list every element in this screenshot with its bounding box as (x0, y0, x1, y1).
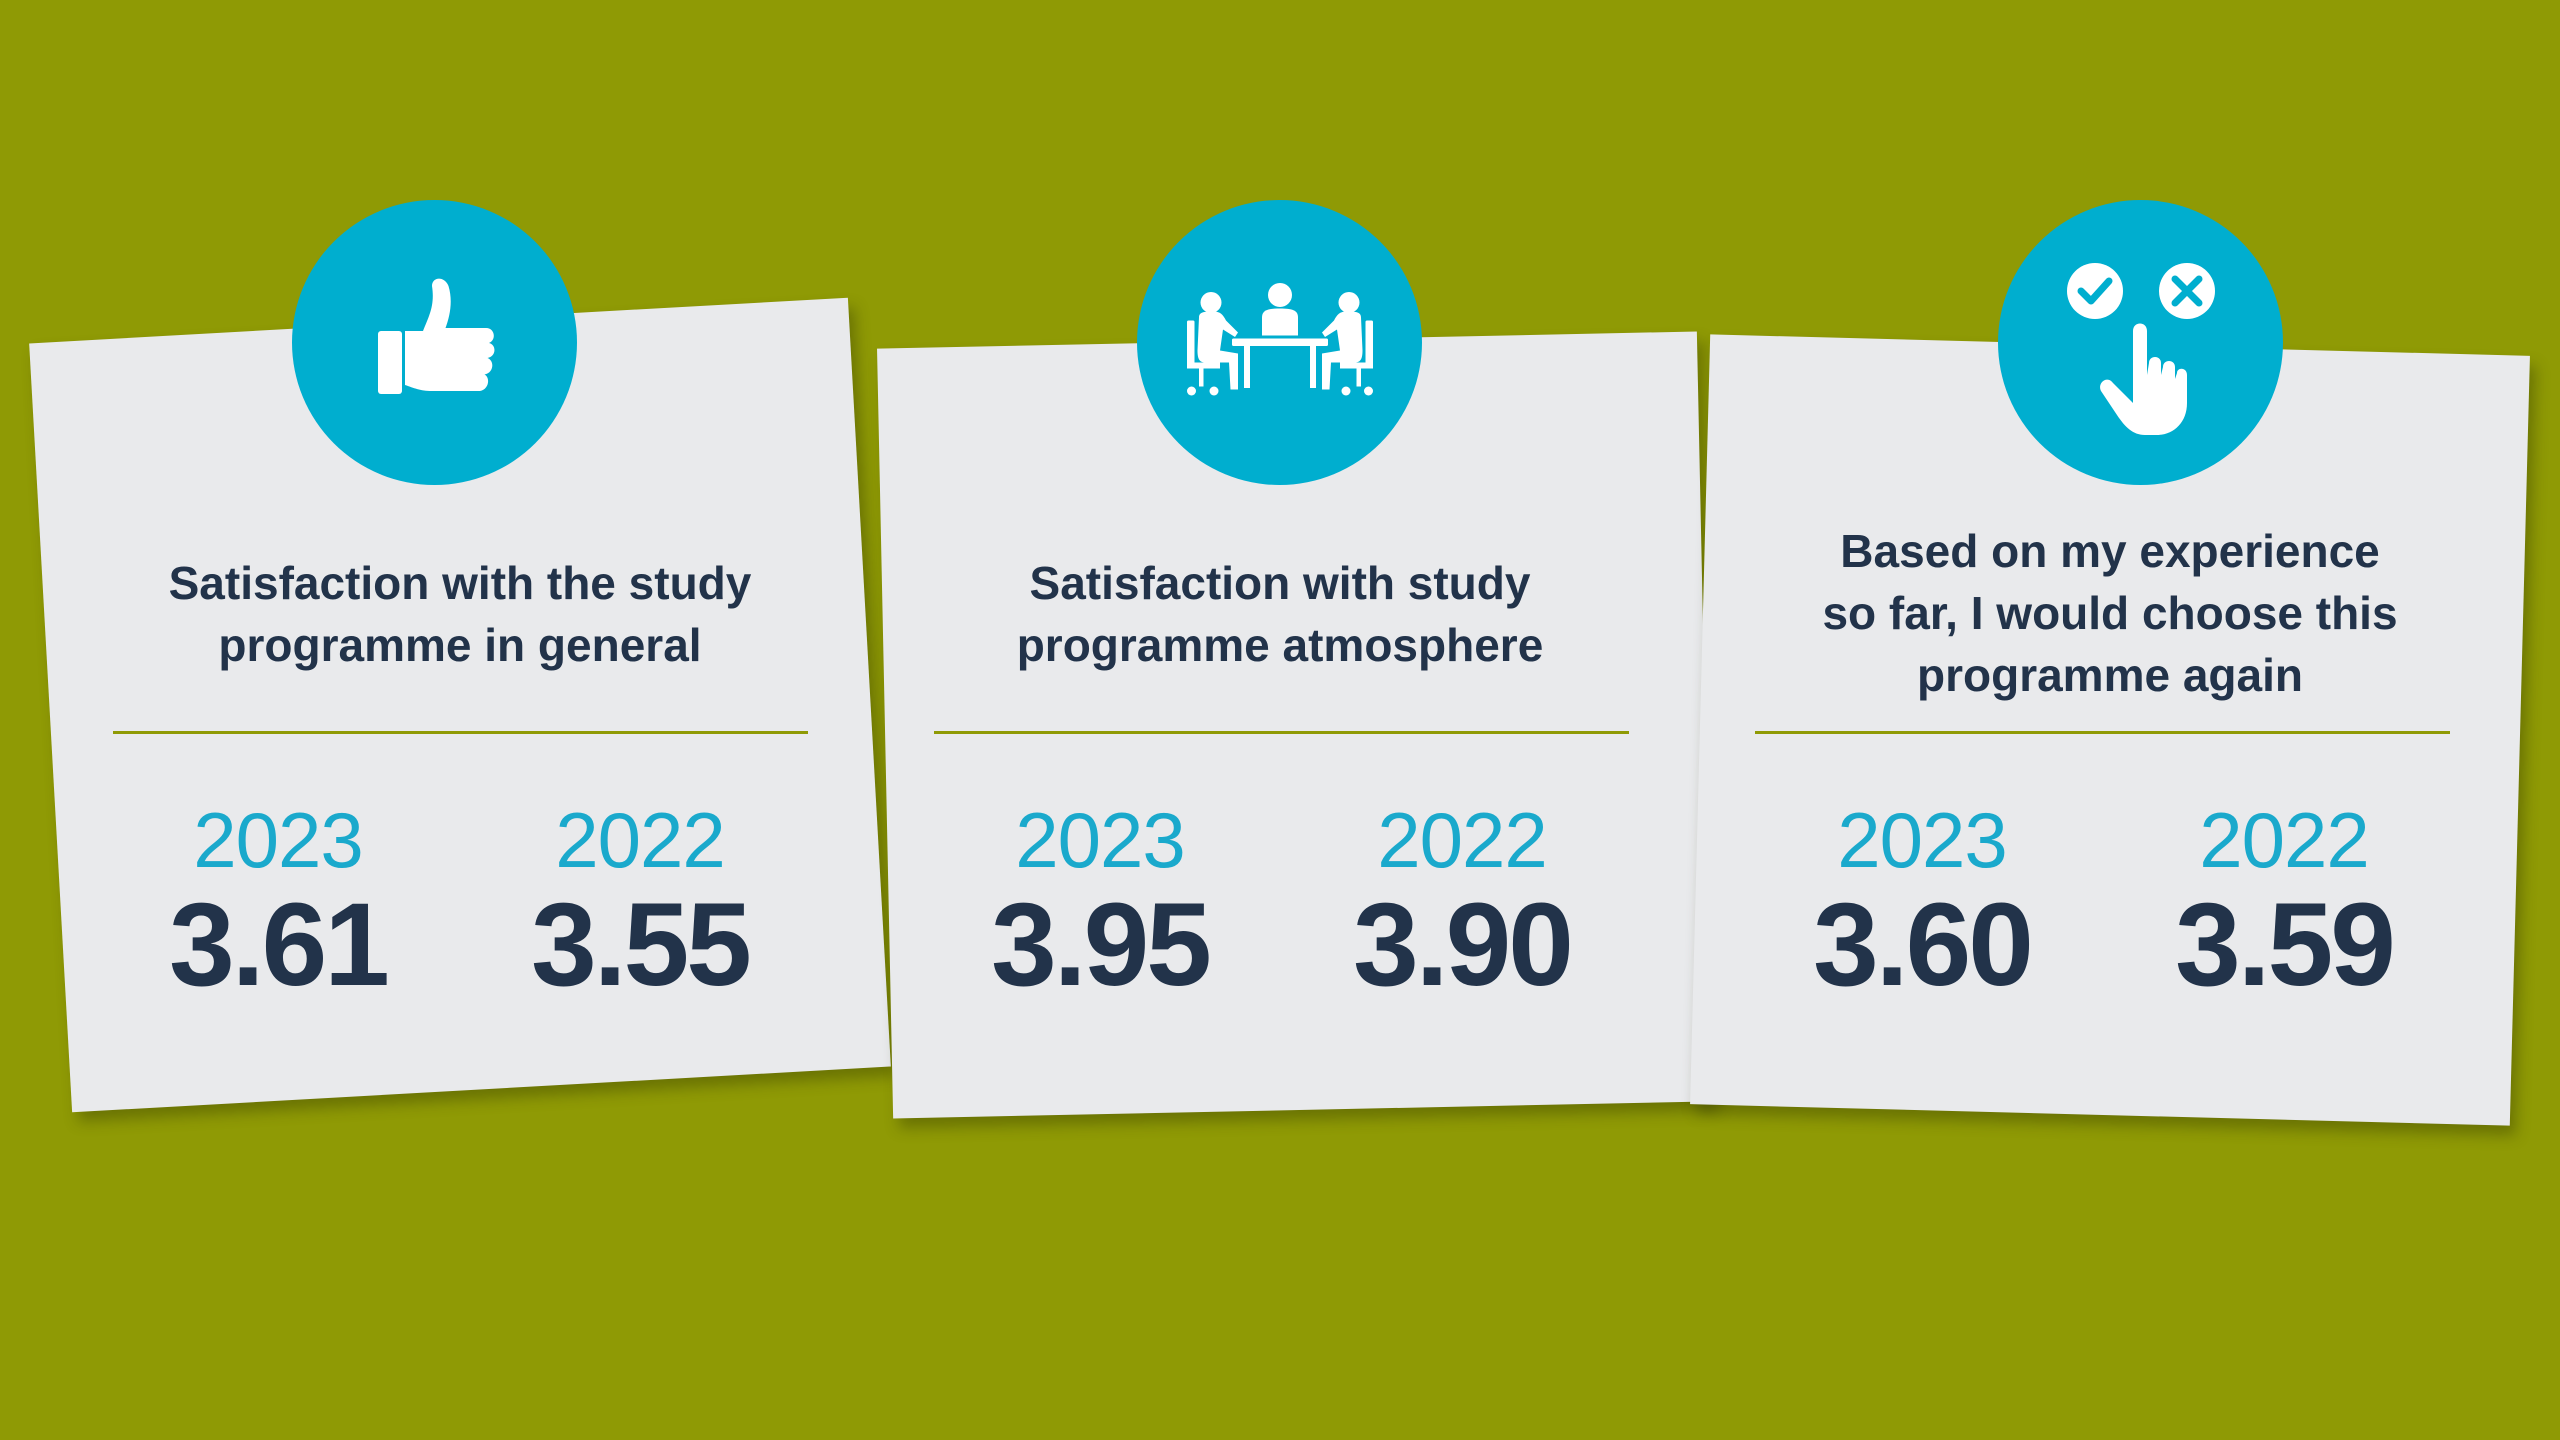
check-icon (2066, 262, 2123, 319)
title-line: Satisfaction with study (1029, 557, 1531, 609)
stat-value: 3.59 (2175, 879, 2396, 1011)
divider (934, 731, 1629, 734)
divider (113, 731, 808, 734)
title-line: Based on my experience (1840, 525, 2380, 577)
stat-year: 2023 (1015, 796, 1186, 884)
stat-year: 2023 (1837, 796, 2008, 884)
title-line: so far, I would choose this (1822, 587, 2398, 639)
stat-2022: 2022 3.55 (490, 795, 790, 1005)
stat-2023: 2023 3.95 (950, 795, 1250, 1005)
card-3-title: Based on my experience so far, I would c… (1750, 520, 2470, 706)
stat-year: 2023 (193, 796, 364, 884)
stat-value: 3.61 (169, 879, 390, 1011)
divider (1755, 731, 2450, 734)
title-line: Satisfaction with the study (168, 557, 752, 609)
title-line: programme in general (218, 619, 702, 671)
stat-2022: 2022 3.59 (2134, 795, 2434, 1005)
stat-year: 2022 (555, 796, 726, 884)
stat-value: 3.55 (531, 879, 752, 1011)
stat-value: 3.95 (991, 879, 1212, 1011)
thumbs-up-icon (292, 200, 577, 485)
card-1-title: Satisfaction with the study programme in… (100, 552, 820, 676)
stat-value: 3.60 (1813, 879, 2034, 1011)
stat-year: 2022 (2199, 796, 2370, 884)
stat-2023: 2023 3.61 (128, 795, 428, 1005)
stat-2023: 2023 3.60 (1772, 795, 2072, 1005)
stat-2022: 2022 3.90 (1312, 795, 1612, 1005)
choice-icon (1998, 200, 2283, 485)
card-2-title: Satisfaction with study programme atmosp… (920, 552, 1640, 676)
stat-value: 3.90 (1353, 879, 1574, 1011)
meeting-icon (1137, 200, 1422, 485)
title-line: programme again (1917, 649, 2303, 701)
stat-year: 2022 (1377, 796, 1548, 884)
title-line: programme atmosphere (1016, 619, 1544, 671)
